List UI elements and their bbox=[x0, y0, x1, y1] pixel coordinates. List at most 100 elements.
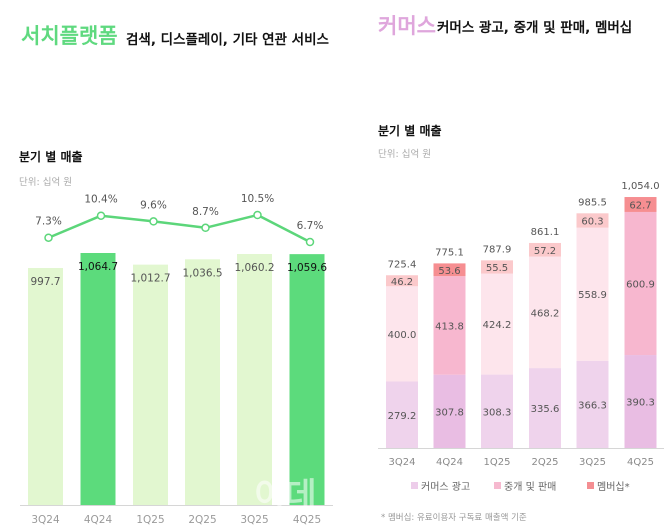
x-tick-label: 1Q25 bbox=[484, 457, 511, 468]
legend-item-membership: 멤버십* bbox=[587, 478, 630, 493]
segment-value-label: 600.9 bbox=[626, 280, 655, 291]
legend-swatch bbox=[494, 482, 501, 489]
segment-value-label: 424.2 bbox=[483, 320, 512, 331]
segment-3Q25-0 bbox=[576, 360, 609, 448]
segment-3Q24-0 bbox=[386, 381, 418, 448]
segment-value-label: 335.6 bbox=[531, 404, 560, 415]
watermark: 이데 bbox=[254, 476, 317, 516]
legend-label: 중개 및 판매 bbox=[504, 482, 557, 493]
growth-label: 10.4% bbox=[84, 194, 117, 206]
segment-value-label: 46.2 bbox=[391, 277, 413, 288]
x-tick-label: 2Q25 bbox=[532, 457, 559, 468]
legend-label: 멤버십* bbox=[597, 482, 630, 493]
left-section-title: 분기 별 매출 bbox=[19, 150, 83, 164]
x-tick-label: 4Q24 bbox=[84, 514, 113, 526]
segment-value-label: 413.8 bbox=[435, 321, 464, 332]
segment-3Q24-2 bbox=[386, 275, 418, 287]
left-unit-label: 단위: 십억 원 bbox=[19, 177, 72, 188]
search-platform-accent: 서치플랫폼 bbox=[21, 24, 118, 48]
segment-1Q25-1 bbox=[481, 273, 513, 375]
segment-1Q25-2 bbox=[481, 260, 513, 274]
x-tick-label: 4Q24 bbox=[436, 457, 463, 468]
segment-value-label: 308.3 bbox=[483, 407, 512, 418]
segment-value-label: 468.2 bbox=[531, 308, 560, 319]
growth-label: 8.7% bbox=[192, 206, 219, 218]
segment-value-label: 366.3 bbox=[578, 400, 607, 411]
x-tick-label: 4Q25 bbox=[293, 514, 321, 526]
segment-3Q25-1 bbox=[576, 227, 609, 361]
growth-label: 7.3% bbox=[35, 216, 62, 228]
bar-3Q25 bbox=[237, 254, 272, 505]
growth-label: 9.6% bbox=[140, 199, 167, 211]
segment-value-label: 400.0 bbox=[388, 330, 417, 341]
bar-value-label: 1,059.6 bbox=[287, 262, 327, 274]
segment-4Q25-2 bbox=[624, 197, 657, 212]
right-section-title: 분기 별 매출 bbox=[378, 124, 442, 138]
right-unit-label: 단위: 십억 원 bbox=[378, 149, 431, 160]
growth-point bbox=[201, 223, 210, 233]
growth-point bbox=[253, 210, 262, 220]
segment-value-label: 558.9 bbox=[578, 290, 607, 301]
growth-point bbox=[44, 233, 53, 242]
bar-value-label: 1,060.2 bbox=[234, 262, 274, 274]
commerce-subtitle: 커머스 광고, 중개 및 판매, 멤버십 bbox=[437, 20, 633, 36]
x-tick-label: 2Q25 bbox=[188, 514, 216, 526]
total-value-label: 1,054.0 bbox=[621, 181, 659, 192]
growth-point bbox=[149, 217, 158, 226]
bar-value-label: 1,064.7 bbox=[78, 261, 118, 273]
commerce-chart: 279.2 400.0 46.2 725.4 3Q24 307.8 413.8 53.6 775… bbox=[378, 181, 664, 468]
growth-label: 10.5% bbox=[241, 193, 274, 205]
segment-value-label: 279.2 bbox=[388, 411, 417, 422]
segment-2Q25-1 bbox=[529, 256, 561, 369]
growth-point bbox=[305, 237, 315, 247]
segment-1Q25-0 bbox=[481, 374, 513, 448]
segment-4Q24-0 bbox=[433, 374, 466, 448]
segment-value-label: 57.2 bbox=[534, 246, 556, 257]
x-tick-label: 4Q25 bbox=[627, 457, 654, 468]
search-platform-title: 서치플랫폼 bbox=[21, 20, 118, 50]
segment-value-label: 53.6 bbox=[438, 266, 460, 277]
segment-3Q24-1 bbox=[386, 286, 418, 382]
bar-value-label: 1,012.7 bbox=[130, 273, 170, 285]
bar-value-label: 997.7 bbox=[30, 276, 60, 288]
bar-1Q25 bbox=[133, 264, 168, 505]
segment-4Q24-2 bbox=[433, 263, 466, 277]
total-value-label: 861.1 bbox=[531, 227, 560, 238]
total-value-label: 787.9 bbox=[483, 244, 512, 255]
legend-item-brokerage: 중개 및 판매 bbox=[494, 478, 587, 493]
bar-4Q25 bbox=[289, 254, 325, 505]
legend-swatch bbox=[587, 482, 594, 489]
segment-3Q25-2 bbox=[576, 213, 609, 228]
total-value-label: 985.5 bbox=[578, 197, 607, 208]
total-value-label: 725.4 bbox=[388, 259, 417, 270]
search-platform-subtitle: 검색, 디스플레이, 기타 연관 서비스 bbox=[126, 32, 329, 48]
commerce-accent: 커머스 bbox=[378, 14, 436, 38]
segment-value-label: 390.3 bbox=[626, 398, 655, 409]
segment-value-label: 307.8 bbox=[435, 407, 464, 418]
x-tick-label: 3Q24 bbox=[389, 457, 416, 468]
x-tick-label: 1Q25 bbox=[136, 514, 164, 526]
segment-4Q25-0 bbox=[624, 355, 657, 448]
commerce-footnote: * 멤버십: 유료이용자 구독료 매출액 기준 bbox=[381, 513, 527, 523]
segment-value-label: 62.7 bbox=[629, 200, 651, 211]
segment-2Q25-0 bbox=[529, 368, 561, 448]
legend-label: 커머스 광고 bbox=[421, 482, 471, 493]
growth-point bbox=[96, 211, 106, 220]
commerce-title: 커머스 bbox=[378, 10, 436, 40]
legend-swatch bbox=[411, 482, 418, 489]
segment-4Q25-1 bbox=[624, 211, 657, 356]
bar-3Q24 bbox=[28, 268, 63, 505]
segment-value-label: 55.5 bbox=[486, 263, 508, 274]
bar-4Q24 bbox=[80, 253, 116, 505]
legend-item-commerce-ads: 커머스 광고 bbox=[411, 478, 494, 493]
search-platform-chart: 997.7 3Q24 1,064.7 4Q24 1,012.7 1Q25 1,036.5 2Q… bbox=[20, 193, 333, 526]
x-tick-label: 3Q25 bbox=[240, 514, 268, 526]
commerce-legend: 커머스 광고 중개 및 판매 멤버십* bbox=[411, 478, 670, 493]
x-tick-label: 3Q25 bbox=[579, 457, 606, 468]
growth-line bbox=[48, 213, 311, 244]
segment-4Q24-1 bbox=[433, 276, 466, 375]
total-value-label: 775.1 bbox=[435, 247, 464, 258]
bar-2Q25 bbox=[185, 259, 220, 505]
x-tick-label: 3Q24 bbox=[31, 514, 60, 526]
